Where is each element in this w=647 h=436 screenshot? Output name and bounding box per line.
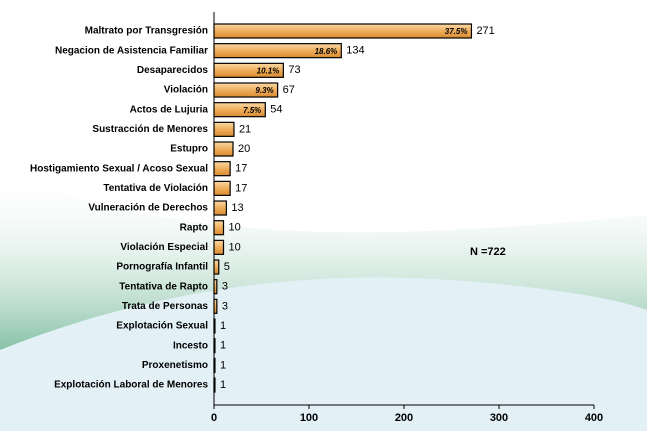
y-tick-label: Negacion de Asistencia Familiar <box>55 45 208 56</box>
value-label: 1 <box>220 359 226 371</box>
value-label: 5 <box>224 261 230 273</box>
value-label: 10 <box>229 241 241 253</box>
bar <box>213 338 216 354</box>
bar <box>213 121 235 137</box>
value-label: 54 <box>270 104 282 116</box>
bar <box>213 102 266 118</box>
bar <box>213 220 225 236</box>
bg-area <box>0 277 647 431</box>
bar <box>213 377 216 393</box>
bar <box>213 259 220 275</box>
bar <box>213 161 231 177</box>
value-label: 1 <box>220 379 226 391</box>
value-label: 13 <box>231 202 243 214</box>
value-label: 10 <box>229 222 241 234</box>
value-label: 271 <box>476 25 494 37</box>
y-tick-label: Incesto <box>173 340 208 351</box>
y-tick-label: Tentativa de Rapto <box>119 281 208 292</box>
value-label: 3 <box>222 300 228 312</box>
value-label: 134 <box>346 45 364 57</box>
bar <box>213 62 284 78</box>
annotation: N =722 <box>470 246 506 258</box>
y-tick-label: Maltrato por Transgresión <box>85 26 208 37</box>
bar <box>213 141 234 157</box>
y-tick-label: Pornografía Infantil <box>116 262 208 273</box>
bar <box>213 298 218 314</box>
x-tick-label: 0 <box>211 412 217 424</box>
y-tick-label: Actos de Lujuria <box>130 104 209 115</box>
y-tick-label: Violación <box>164 85 208 96</box>
x-tick-label: 200 <box>395 412 413 424</box>
bar <box>213 239 225 255</box>
y-tick-label: Proxenetismo <box>142 360 208 371</box>
y-tick-label: Desaparecidos <box>137 65 209 76</box>
bar <box>213 43 342 59</box>
y-tick-label: Sustracción de Menores <box>92 124 208 135</box>
y-tick-label: Explotación Laboral de Menores <box>54 380 208 391</box>
bar <box>213 82 279 98</box>
y-tick-label: Hostigamiento Sexual / Acoso Sexual <box>30 163 208 174</box>
value-label: 1 <box>220 340 226 352</box>
bar <box>213 180 231 196</box>
percent-label: 7.5% <box>243 106 261 115</box>
value-label: 1 <box>220 320 226 332</box>
percent-label: 37.5% <box>445 27 468 36</box>
value-label: 17 <box>235 163 247 175</box>
value-label: 67 <box>283 84 295 96</box>
x-tick-label: 100 <box>300 412 318 424</box>
y-tick-label: Violación Especial <box>120 242 208 253</box>
bar <box>213 23 473 39</box>
bar <box>213 318 216 334</box>
value-label: 73 <box>288 64 300 76</box>
y-tick-label: Tentativa de Violación <box>103 183 208 194</box>
x-tick-label: 300 <box>490 412 508 424</box>
percent-label: 9.3% <box>255 86 273 95</box>
y-tick-label: Estupro <box>170 144 208 155</box>
value-label: 21 <box>239 123 251 135</box>
percent-label: 10.1% <box>257 66 280 75</box>
y-tick-label: Vulneración de Derechos <box>88 203 208 214</box>
bar <box>213 357 216 373</box>
y-tick-label: Explotación Sexual <box>116 321 208 332</box>
bar <box>213 200 227 216</box>
percent-label: 18.6% <box>315 47 338 56</box>
value-label: 3 <box>222 281 228 293</box>
value-label: 20 <box>238 143 250 155</box>
value-label: 17 <box>235 182 247 194</box>
x-tick-label: 400 <box>585 412 603 424</box>
bar <box>213 279 218 295</box>
y-tick-label: Rapto <box>180 222 208 233</box>
y-tick-label: Trata de Personas <box>122 301 209 312</box>
